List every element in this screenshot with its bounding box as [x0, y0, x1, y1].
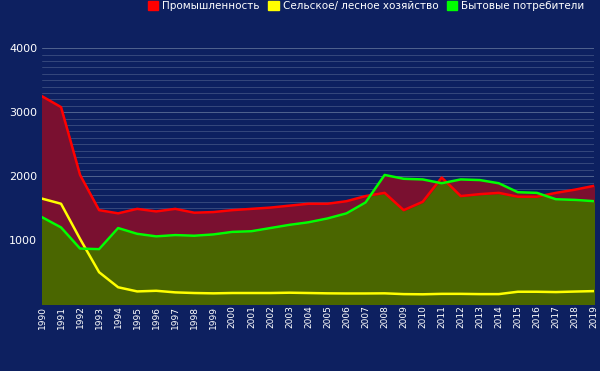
- Legend: Промышленность, Сельское/ лесное хозяйство, Бытовые потребители: Промышленность, Сельское/ лесное хозяйст…: [143, 0, 589, 16]
